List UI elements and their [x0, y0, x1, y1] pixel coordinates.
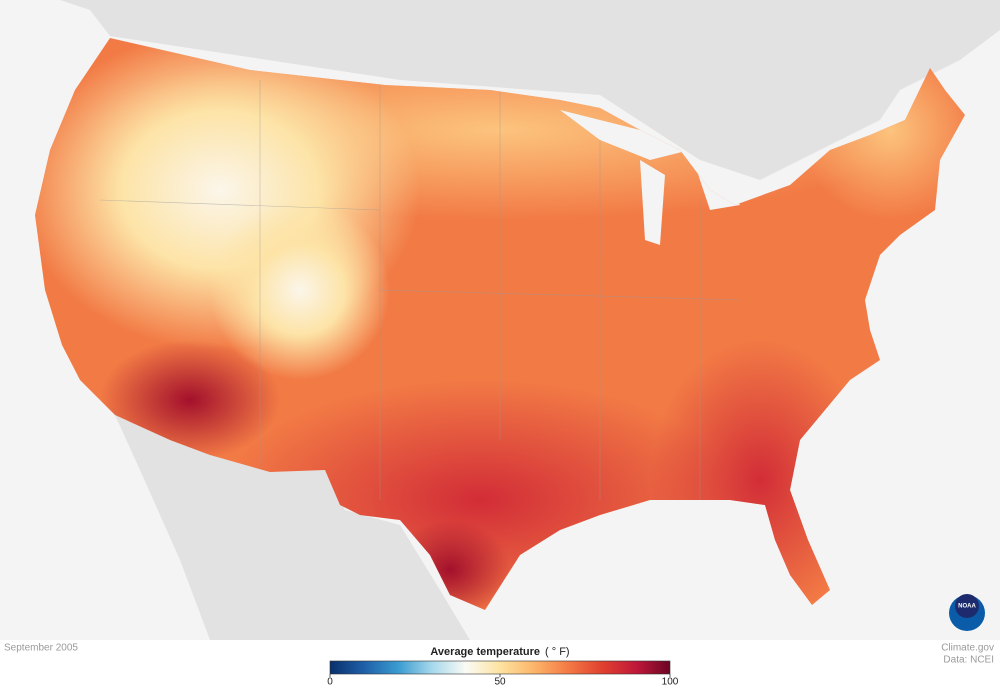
legend-title: Average temperature ( ° F) — [430, 646, 569, 658]
colorbar — [329, 660, 671, 675]
date-caption: September 2005 — [4, 643, 78, 654]
credit: Data: NCEI — [943, 655, 994, 666]
legend-title-text: Average temperature — [430, 646, 540, 658]
colorbar-tick-label: 50 — [494, 677, 506, 688]
canada — [60, 0, 1000, 180]
mexico — [115, 415, 470, 640]
legend-unit: ( ° F) — [545, 646, 570, 658]
colorbar-tick-label: 0 — [327, 677, 333, 688]
noaa-logo: NOAA — [949, 594, 985, 631]
credit: Climate.gov — [941, 643, 994, 654]
colorbar-tick-label: 100 — [662, 677, 679, 688]
logo-text: NOAA — [958, 604, 976, 610]
